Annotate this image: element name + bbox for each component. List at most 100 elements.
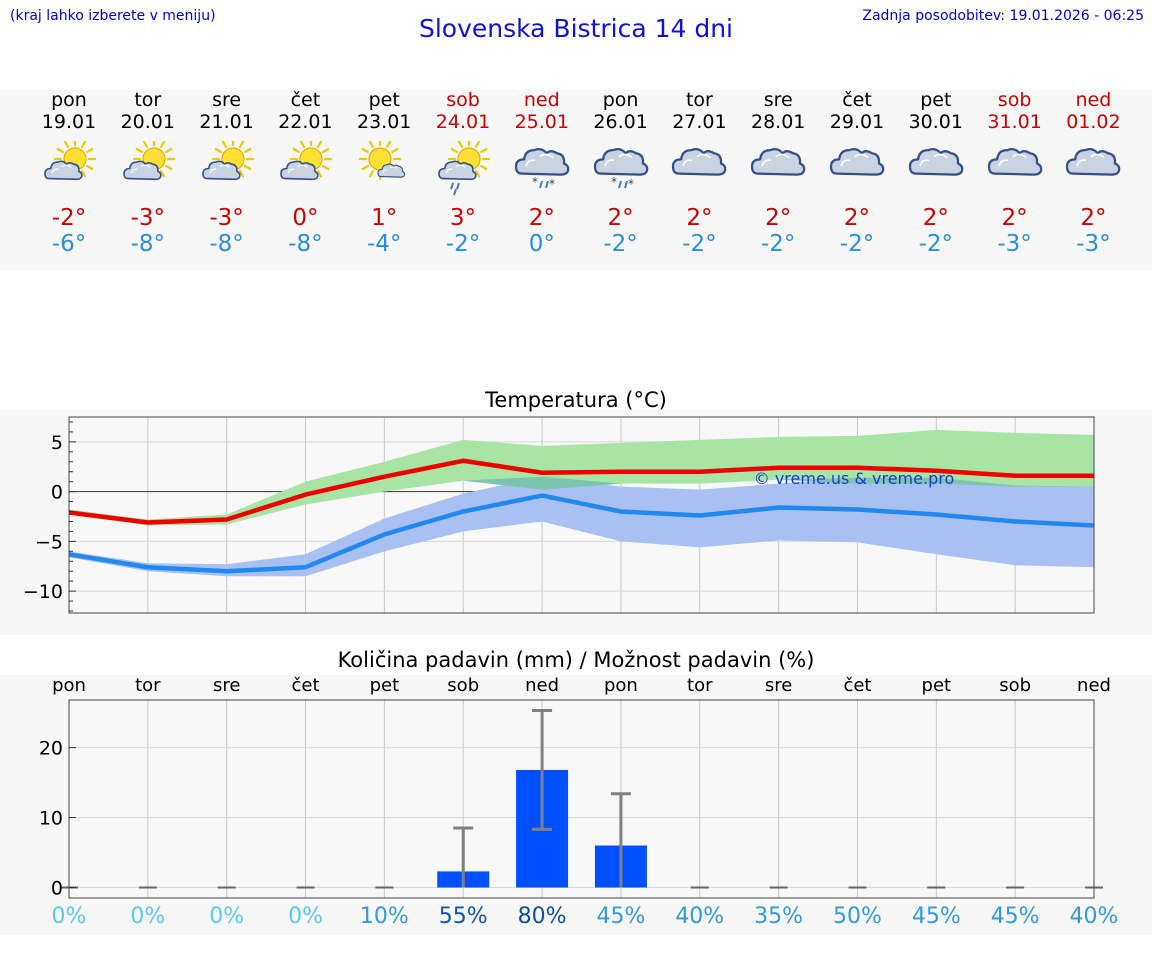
- cloud-shape: [751, 148, 806, 176]
- cloud-shape: [514, 148, 570, 176]
- cloud-sleet-icon: * *: [514, 148, 570, 191]
- y-tick-label: 0: [51, 878, 63, 900]
- daily-forecast-band: [0, 90, 1152, 270]
- min-temperature: -8°: [288, 231, 323, 257]
- day-forecast-6: ned 25.01 * * 2° 0°: [503, 89, 581, 257]
- day-name: pon: [51, 89, 87, 111]
- day-name: pet: [920, 89, 952, 111]
- cloud-icon: [829, 148, 885, 176]
- svg-text:*: *: [549, 177, 555, 191]
- cloud-shape: [123, 160, 162, 181]
- day-date: 23.01: [356, 111, 412, 133]
- day-name: tor: [685, 89, 713, 111]
- plot-frame: [68, 416, 1095, 614]
- cloud-shape: [908, 148, 964, 176]
- temperature-chart: 5 0 −5 −10 © vreme.us & vreme.pro: [23, 416, 1095, 614]
- precip-probability: 80%: [517, 904, 567, 929]
- day-forecast-4: pet 23.01 1° -4°: [345, 89, 423, 257]
- y-tick-label: 0: [51, 482, 63, 504]
- day-forecast-9: sre 28.01 2° -2°: [739, 89, 817, 257]
- y-tick-label: −10: [23, 581, 63, 603]
- y-tick-label: 10: [39, 808, 63, 830]
- max-temperature-line: [68, 458, 1094, 525]
- day-date: 30.01: [908, 111, 963, 133]
- page-title: Slovenska Bistrica 14 dni: [418, 14, 734, 43]
- precip-probability: 0%: [51, 904, 87, 929]
- min-temperature: -2°: [839, 231, 875, 257]
- sleet-drops: * *: [532, 175, 555, 191]
- precip-probability: 55%: [438, 904, 488, 929]
- cloud-shape: [201, 160, 241, 181]
- sun-cloud-icon: [123, 141, 175, 181]
- min-temperature: -2°: [682, 231, 717, 257]
- sun-cloud-icon: [44, 141, 97, 181]
- precip-day-label: čet: [843, 675, 872, 696]
- cloud-shape: [672, 148, 727, 176]
- precip-probability: 40%: [675, 904, 725, 929]
- min-temperature: -3°: [997, 231, 1032, 257]
- min-temperature: -2°: [445, 231, 481, 257]
- day-date: 19.01: [41, 111, 97, 133]
- cloud-icon: [908, 148, 964, 176]
- precip-probability: 50%: [833, 904, 882, 929]
- max-temperature-band: [69, 429, 1094, 526]
- day-date: 26.01: [593, 111, 648, 133]
- day-name: sre: [763, 89, 793, 111]
- min-temperature: -6°: [51, 231, 87, 257]
- sun-cloud-icon: [201, 141, 254, 181]
- cloud-icon: [672, 148, 727, 176]
- overlap-band: [69, 476, 1094, 526]
- cloud-shape: [438, 160, 477, 181]
- cloud-icon: [751, 148, 806, 176]
- cloud-shape: [829, 148, 885, 176]
- y-tick-label: 5: [51, 432, 63, 454]
- day-name: pet: [368, 89, 400, 111]
- sun-cloud-rain-icon: [438, 141, 491, 196]
- day-date: 22.01: [278, 111, 333, 133]
- cloud-shape: [44, 160, 83, 181]
- precip-day-label: sob: [447, 675, 480, 696]
- precip-probability: 45%: [596, 904, 646, 929]
- min-temperature: -3°: [1076, 231, 1111, 257]
- min-temperature: 0°: [528, 231, 555, 257]
- precip-day-label: pon: [603, 675, 638, 696]
- day-date: 29.01: [829, 111, 885, 133]
- min-temperature: -2°: [918, 231, 954, 257]
- day-date: 21.01: [199, 111, 254, 133]
- precip-probability: 45%: [990, 904, 1040, 929]
- max-temperature: 2°: [686, 205, 713, 231]
- max-temperature: 2°: [843, 205, 871, 231]
- day-date: 31.01: [987, 111, 1042, 133]
- max-temperature: -3°: [209, 205, 244, 231]
- error-bar: [453, 826, 474, 888]
- precip-probability: 0%: [209, 904, 245, 929]
- day-date: 24.01: [435, 111, 491, 133]
- cloud-icon: [987, 148, 1042, 176]
- day-date: 27.01: [672, 111, 727, 133]
- sun-shape: [53, 141, 97, 181]
- precip-day-label: pon: [52, 675, 86, 696]
- day-forecast-12: sob 31.01 2° -3°: [976, 89, 1054, 257]
- day-forecast-3: čet 22.01 0° -8°: [266, 89, 344, 257]
- min-temperature: -4°: [366, 231, 402, 257]
- day-forecast-10: čet 29.01 2° -2°: [818, 89, 896, 257]
- min-temperature: -2°: [603, 231, 638, 257]
- max-temperature: 2°: [1080, 205, 1107, 231]
- location-hint: (kraj lahko izberete v meniju): [10, 8, 216, 24]
- error-bar: [610, 792, 631, 888]
- precip-day-label: tor: [135, 675, 161, 696]
- day-date: 28.01: [750, 111, 806, 133]
- max-temperature: 1°: [371, 205, 398, 231]
- sun-cloud-icon: [280, 141, 333, 181]
- day-name: čet: [290, 89, 321, 111]
- precipitation-chart-title: Količina padavin (mm) / Možnost padavin …: [337, 648, 815, 672]
- max-temperature: 2°: [765, 205, 792, 231]
- precipitation-chart: 20 10 0: [39, 699, 1103, 900]
- min-temperature-band: [69, 476, 1094, 577]
- min-temperature-line: [68, 493, 1095, 574]
- precip-day-label: ned: [1077, 675, 1111, 696]
- day-forecast-2: sre 21.01 -3° -8°: [188, 89, 266, 257]
- svg-text:*: *: [532, 175, 538, 189]
- day-name: tor: [134, 89, 162, 111]
- cloud-shape: [1066, 148, 1121, 176]
